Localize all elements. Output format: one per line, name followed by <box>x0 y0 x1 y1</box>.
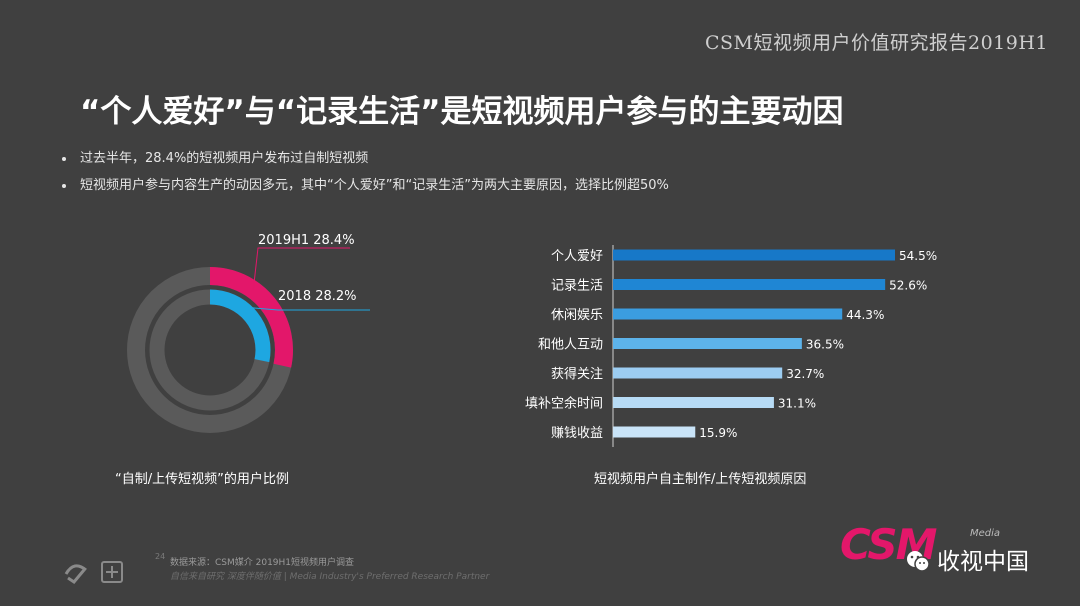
donut-chart-caption: “自制/上传短视频”的用户比例 <box>115 472 289 487</box>
bar-value-label: 44.3% <box>846 308 884 322</box>
bar <box>613 308 843 320</box>
bar-category-label: 记录生活 <box>551 279 603 294</box>
bar-value-label: 32.7% <box>786 367 824 381</box>
bar-category-label: 填补空余时间 <box>525 396 603 412</box>
page-number: 24 <box>155 552 166 561</box>
donut-arc-2019H1 <box>209 267 293 368</box>
bullet-point: 过去半年，28.4%的短视频用户发布过自制短视频 <box>62 147 368 166</box>
bar-value-label: 52.6% <box>889 279 927 293</box>
wechat-account: 收视中国 <box>905 542 1029 576</box>
bar-category-label: 休闲娱乐 <box>551 308 603 323</box>
footer: 数据来源：CSM媒介 2019H1短视频用户调查 自信来自研究 深度伴随价值 |… <box>170 556 489 584</box>
bullet-dot-icon <box>62 156 66 161</box>
bar-chart-caption: 短视频用户自主制作/上传短视频原因 <box>594 472 807 487</box>
donut-label: 2019H1 28.4% <box>258 233 355 248</box>
bar <box>613 426 696 438</box>
bar <box>613 338 802 349</box>
bar-value-label: 15.9% <box>699 426 737 440</box>
bullet-dot-icon <box>62 183 66 188</box>
bar-value-label: 31.1% <box>778 397 816 411</box>
donut-leader-line <box>240 306 370 311</box>
bar-category-label: 个人爱好 <box>551 249 603 264</box>
bar-value-label: 54.5% <box>899 249 937 263</box>
bullet-point: 短视频用户参与内容生产的动因多元，其中“个人爱好”和“记录生活”为两大主要原因，… <box>62 174 669 193</box>
bar-value-label: 36.5% <box>806 338 844 352</box>
bar <box>613 249 895 261</box>
wechat-icon <box>907 551 930 572</box>
bar-category-label: 和他人互动 <box>538 338 603 353</box>
report-brand-header: CSM短视频用户价值研究报告2019H1 <box>704 32 1048 54</box>
wechat-account-name: 收视中国 <box>937 549 1029 575</box>
footer-tagline: 自信来自研究 深度伴随价值 | Media Industry's Preferr… <box>170 572 490 582</box>
certification-logo-icon <box>64 561 123 584</box>
bar-category-label: 赚钱收益 <box>551 425 603 441</box>
bar <box>613 279 886 290</box>
donut-chart: 2019H1 28.4% 2018 28.2% <box>127 233 370 433</box>
bar-chart: 个人爱好 54.5% 记录生活 52.6% 休闲娱乐 44.3% 和他人互动 36.5% 获得关… <box>525 245 937 447</box>
data-source: 数据来源：CSM媒介 2019H1短视频用户调查 <box>170 558 355 568</box>
donut-label: 2018 28.2% <box>278 289 357 304</box>
bar <box>613 367 783 379</box>
bullet-text: 过去半年，28.4%的短视频用户发布过自制短视频 <box>80 151 369 166</box>
bar <box>613 397 774 408</box>
bullet-text: 短视频用户参与内容生产的动因多元，其中“个人爱好”和“记录生活”为两大主要原因，… <box>80 178 669 193</box>
donut-arc-2018 <box>209 289 271 363</box>
bar-category-label: 获得关注 <box>551 366 603 382</box>
donut-leader-line <box>252 247 350 291</box>
page-title: “个人爱好”与“记录生活”是短视频用户参与的主要动因 <box>80 94 844 130</box>
csm-logo-subtext: Media <box>970 528 1001 539</box>
